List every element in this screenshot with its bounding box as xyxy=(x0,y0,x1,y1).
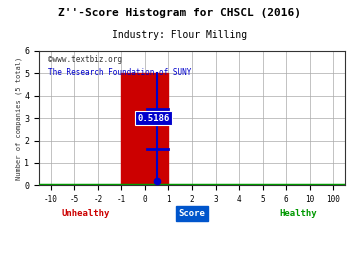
Text: Z''-Score Histogram for CHSCL (2016): Z''-Score Histogram for CHSCL (2016) xyxy=(58,8,302,18)
Text: 0.5186: 0.5186 xyxy=(138,114,170,123)
Text: ©www.textbiz.org: ©www.textbiz.org xyxy=(48,55,122,64)
Text: Industry: Flour Milling: Industry: Flour Milling xyxy=(112,30,248,40)
Y-axis label: Number of companies (5 total): Number of companies (5 total) xyxy=(15,56,22,180)
Text: Healthy: Healthy xyxy=(279,209,317,218)
Text: Unhealthy: Unhealthy xyxy=(62,209,110,218)
Text: The Research Foundation of SUNY: The Research Foundation of SUNY xyxy=(48,68,192,77)
Text: Score: Score xyxy=(179,209,206,218)
Bar xyxy=(121,73,168,185)
